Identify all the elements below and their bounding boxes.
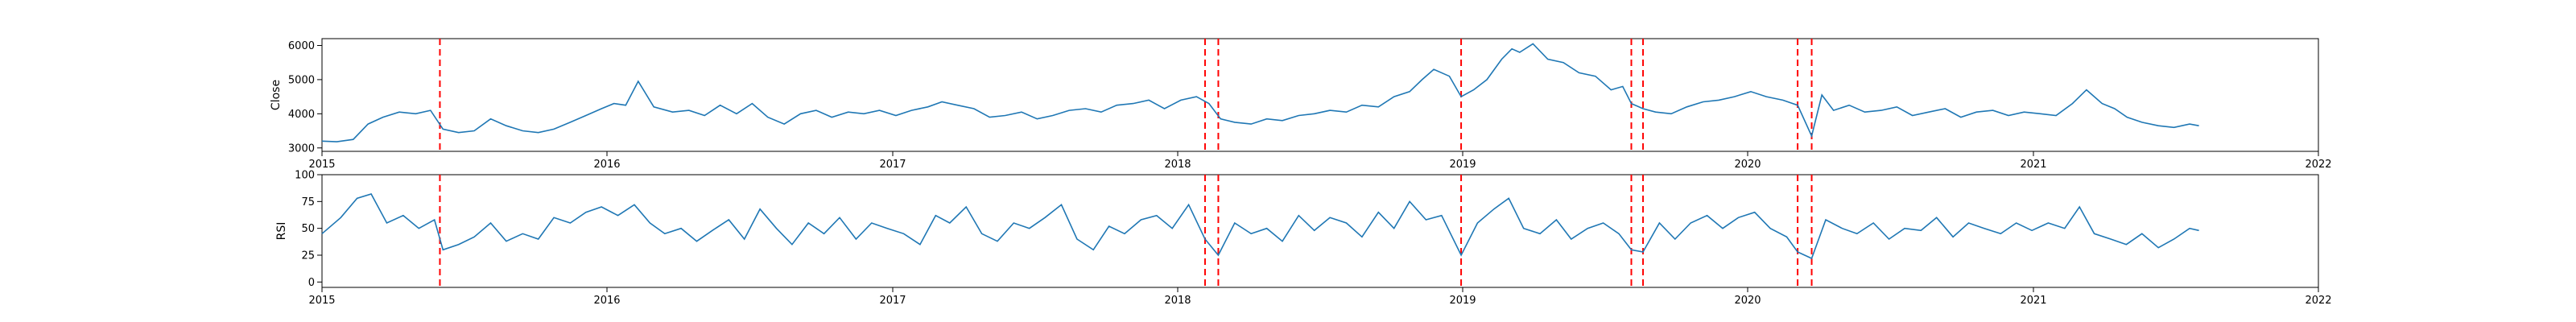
close-y-axis-label: Close bbox=[270, 80, 283, 110]
close-y-ticks: 3000 4000 5000 6000 bbox=[288, 40, 322, 155]
rsi-series-line bbox=[321, 193, 2199, 260]
rsi-x-tick-label: 2022 bbox=[2305, 295, 2331, 307]
close-x-tick-label: 2016 bbox=[593, 159, 620, 171]
close-y-tick-label: 4000 bbox=[288, 109, 315, 121]
close-y-tick-label: 6000 bbox=[288, 40, 315, 52]
close-x-ticks: 2015 2016 2017 2018 2019 2020 2021 2022 bbox=[308, 151, 2332, 171]
rsi-x-tick-label: 2018 bbox=[1164, 295, 1191, 307]
rsi-x-ticks: 2015 2016 2017 2018 2019 2020 2021 2022 bbox=[308, 287, 2332, 307]
rsi-y-tick-label: 75 bbox=[301, 196, 315, 208]
close-x-tick-label: 2020 bbox=[1734, 159, 1761, 171]
close-x-tick-label: 2015 bbox=[308, 159, 335, 171]
close-x-tick-label: 2022 bbox=[2305, 159, 2331, 171]
rsi-x-tick-label: 2021 bbox=[2020, 295, 2046, 307]
rsi-plot-area bbox=[321, 174, 2319, 288]
close-series-line bbox=[321, 43, 2199, 142]
rsi-y-tick-label: 25 bbox=[301, 250, 315, 262]
rsi-x-tick-label: 2017 bbox=[879, 295, 906, 307]
rsi-x-tick-label: 2015 bbox=[308, 295, 335, 307]
close-price-panel: 3000 4000 5000 6000 2015 2016 2017 2018 2019 202… bbox=[270, 38, 2332, 171]
rsi-y-axis-label: RSI bbox=[275, 222, 288, 241]
close-x-tick-label: 2019 bbox=[1449, 159, 1476, 171]
rsi-x-tick-label: 2016 bbox=[593, 295, 620, 307]
rsi-y-tick-label: 100 bbox=[295, 170, 315, 182]
close-x-tick-label: 2017 bbox=[879, 159, 906, 171]
rsi-y-tick-label: 0 bbox=[308, 277, 315, 289]
close-x-tick-label: 2021 bbox=[2020, 159, 2046, 171]
rsi-y-tick-label: 50 bbox=[301, 223, 315, 235]
rsi-x-tick-label: 2019 bbox=[1449, 295, 1476, 307]
rsi-event-lines bbox=[439, 175, 1813, 287]
close-event-lines bbox=[439, 39, 1813, 151]
rsi-x-tick-label: 2020 bbox=[1734, 295, 1761, 307]
close-x-tick-label: 2018 bbox=[1164, 159, 1191, 171]
close-y-tick-label: 3000 bbox=[288, 142, 315, 155]
close-plot-area bbox=[321, 38, 2319, 152]
close-y-tick-label: 5000 bbox=[288, 74, 315, 86]
rsi-y-ticks: 0 25 50 75 100 bbox=[295, 170, 322, 289]
